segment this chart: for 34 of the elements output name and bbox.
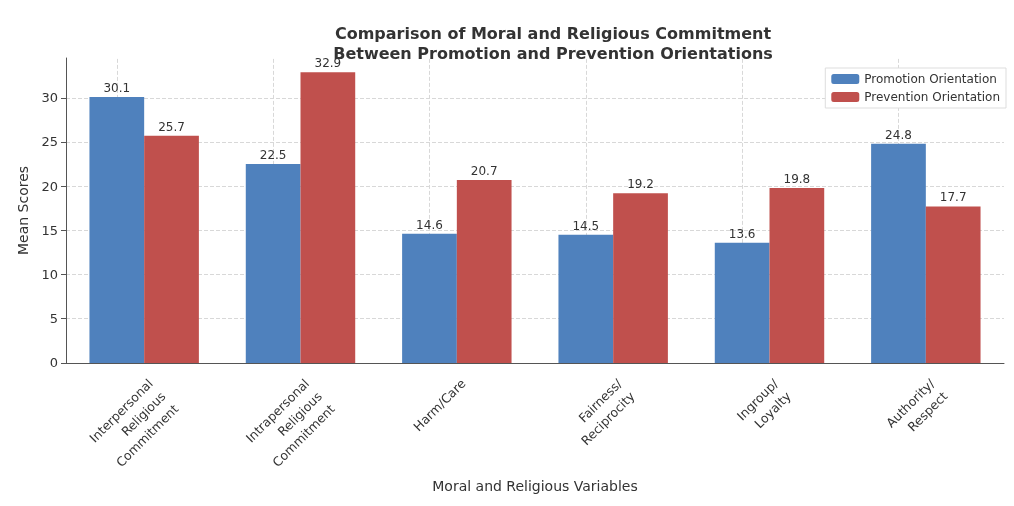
bar xyxy=(300,72,356,363)
y-tick-label: 15 xyxy=(41,222,58,238)
data-label: 25.7 xyxy=(158,119,185,134)
bar xyxy=(245,164,301,363)
data-label: 19.8 xyxy=(783,171,811,186)
bar xyxy=(456,179,512,363)
bar xyxy=(714,242,770,363)
data-label: 13.6 xyxy=(728,226,756,241)
data-label: 17.7 xyxy=(939,190,967,205)
bar xyxy=(769,187,825,363)
legend-label: Promotion Orientation xyxy=(864,72,997,86)
y-tick-label: 30 xyxy=(41,90,58,106)
y-axis-title: Mean Scores xyxy=(15,165,31,255)
y-tick-label: 20 xyxy=(41,178,58,194)
bar xyxy=(402,233,457,363)
y-tick-label: 5 xyxy=(49,311,58,327)
bar xyxy=(558,234,614,363)
y-tick-label: 0 xyxy=(49,355,58,371)
data-label: 30.1 xyxy=(103,80,131,95)
bar xyxy=(144,135,199,363)
data-label: 14.6 xyxy=(416,217,443,232)
y-tick-label: 10 xyxy=(41,267,58,283)
bar xyxy=(925,206,981,363)
legend-label: Prevention Orientation xyxy=(864,90,1000,104)
bar xyxy=(89,96,145,363)
bar xyxy=(613,193,668,363)
data-label: 24.8 xyxy=(885,127,912,142)
data-label: 14.5 xyxy=(572,218,600,233)
y-tick-label: 25 xyxy=(41,134,58,150)
data-label: 20.7 xyxy=(470,163,498,178)
data-label: 22.5 xyxy=(259,148,287,163)
bar xyxy=(871,143,926,363)
data-label: 19.2 xyxy=(627,177,654,192)
x-axis-title: Moral and Religious Variables xyxy=(432,478,638,494)
